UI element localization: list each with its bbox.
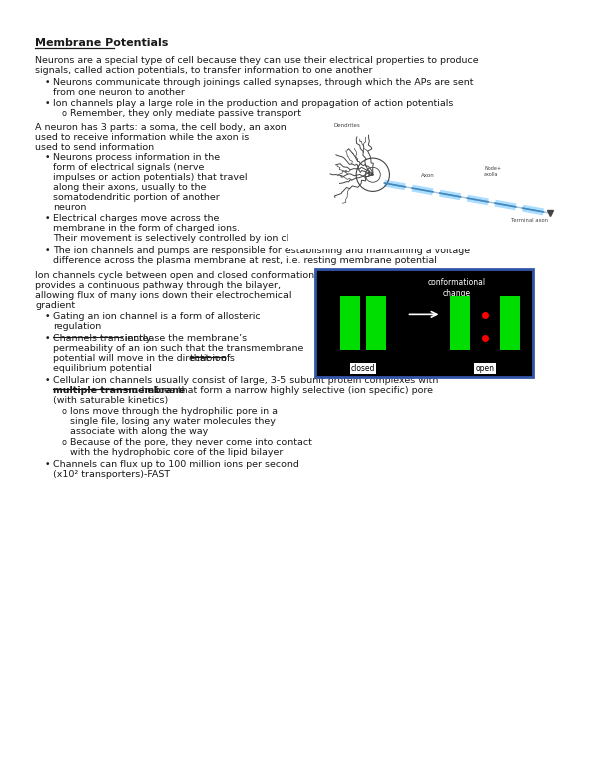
Text: The ion channels and pumps are responsible for establishing and maintaining a vo: The ion channels and pumps are responsib…	[53, 246, 470, 255]
Text: Channels transiently: Channels transiently	[53, 334, 151, 343]
Text: neuron: neuron	[53, 203, 86, 212]
Text: provides a continuous pathway through the bilayer,: provides a continuous pathway through th…	[35, 281, 281, 290]
Text: o: o	[61, 407, 66, 416]
Text: form of electrical signals (nerve: form of electrical signals (nerve	[53, 163, 204, 172]
Text: Dendrites: Dendrites	[333, 123, 360, 129]
Text: multiple transmembrane: multiple transmembrane	[53, 386, 185, 395]
Text: from one neuron to another: from one neuron to another	[53, 88, 185, 97]
Text: regulation: regulation	[53, 322, 101, 331]
Text: permeability of an ion such that the transmembrane: permeability of an ion such that the tra…	[53, 344, 303, 353]
Text: open: open	[475, 364, 494, 373]
Text: •: •	[45, 99, 51, 108]
Text: gradient: gradient	[35, 301, 75, 310]
Text: impulses or action potentials) that travel: impulses or action potentials) that trav…	[53, 173, 248, 182]
Text: membrane in the form of charged ions.: membrane in the form of charged ions.	[53, 224, 240, 233]
Text: Their movement is selectively controlled by ion channels and ion pumps: Their movement is selectively controlled…	[53, 234, 397, 243]
Bar	[450, 296, 470, 350]
Bar	[288, 121, 553, 249]
Text: (with saturable kinetics): (with saturable kinetics)	[53, 396, 168, 405]
Text: single file, losing any water molecules they: single file, losing any water molecules …	[70, 417, 276, 426]
Text: signals, called action potentials, to transfer information to one another: signals, called action potentials, to tr…	[35, 66, 372, 75]
Text: along their axons, usually to the: along their axons, usually to the	[53, 183, 206, 192]
Text: increase the membrane’s: increase the membrane’s	[122, 334, 247, 343]
Text: (x10² transporters)-FAST: (x10² transporters)-FAST	[53, 470, 170, 479]
Text: o: o	[61, 109, 66, 118]
Text: •: •	[45, 334, 51, 343]
Text: •: •	[45, 214, 51, 223]
Text: •: •	[45, 78, 51, 87]
Text: •: •	[45, 246, 51, 255]
Text: Neurons communicate through joinings called synapses, through which the APs are : Neurons communicate through joinings cal…	[53, 78, 474, 87]
Text: Remember, they only mediate passive transport: Remember, they only mediate passive tran…	[70, 109, 301, 118]
Text: somatodendritic portion of another: somatodendritic portion of another	[53, 193, 220, 202]
Text: Membrane Potentials: Membrane Potentials	[35, 38, 168, 48]
Text: used to receive information while the axon is: used to receive information while the ax…	[35, 133, 249, 142]
Text: Axon: Axon	[421, 173, 434, 178]
Text: Because of the pore, they never come into contact: Because of the pore, they never come int…	[70, 438, 312, 447]
Text: difference across the plasma membrane at rest, i.e. resting membrane potential: difference across the plasma membrane at…	[53, 256, 437, 265]
Text: •: •	[45, 312, 51, 321]
Text: •: •	[45, 460, 51, 469]
Text: Ion channels cycle between open and closed conformations (gated); when open, a c: Ion channels cycle between open and clos…	[35, 271, 468, 280]
Text: Cellular ion channels usually consist of large, 3-5 subunit protein complexes wi: Cellular ion channels usually consist of…	[53, 376, 439, 385]
Text: allowing flux of many ions down their electrochemical: allowing flux of many ions down their el…	[35, 291, 292, 300]
Text: closed: closed	[350, 364, 375, 373]
Text: •: •	[45, 153, 51, 162]
Bar	[340, 296, 360, 350]
Text: Ion channels play a large role in the production and propagation of action poten: Ion channels play a large role in the pr…	[53, 99, 453, 108]
Text: that ion’s: that ion’s	[190, 354, 235, 363]
Text: with the hydrophobic core of the lipid bilayer: with the hydrophobic core of the lipid b…	[70, 448, 283, 457]
Bar	[315, 269, 533, 377]
Text: A neuron has 3 parts: a soma, the cell body, an axon and dendrites; the somatode: A neuron has 3 parts: a soma, the cell b…	[35, 123, 491, 132]
Text: Neurons are a special type of cell because they can use their electrical propert: Neurons are a special type of cell becau…	[35, 56, 478, 65]
Text: o: o	[61, 438, 66, 447]
Text: Terminal axon: Terminal axon	[511, 218, 549, 223]
Text: Neurons process information in the: Neurons process information in the	[53, 153, 220, 162]
Bar	[500, 296, 520, 350]
Text: associate with along the way: associate with along the way	[70, 427, 208, 436]
Text: conformational
change: conformational change	[428, 278, 486, 298]
Text: Gating an ion channel is a form of allosteric: Gating an ion channel is a form of allos…	[53, 312, 261, 321]
Bar	[367, 296, 386, 350]
Text: equilibrium potential: equilibrium potential	[53, 364, 152, 373]
Text: •: •	[45, 376, 51, 385]
Text: Ions move through the hydrophilic pore in a: Ions move through the hydrophilic pore i…	[70, 407, 278, 416]
Text: Channels can flux up to 100 million ions per second: Channels can flux up to 100 million ions…	[53, 460, 299, 469]
Text: Electrical charges move across the: Electrical charges move across the	[53, 214, 220, 223]
Text: α-helices that form a narrow highly selective (ion specific) pore: α-helices that form a narrow highly sele…	[129, 386, 433, 395]
Text: used to send information: used to send information	[35, 143, 154, 152]
Text: potential will move in the direction of: potential will move in the direction of	[53, 354, 233, 363]
Text: Node+
axolla: Node+ axolla	[484, 166, 501, 177]
